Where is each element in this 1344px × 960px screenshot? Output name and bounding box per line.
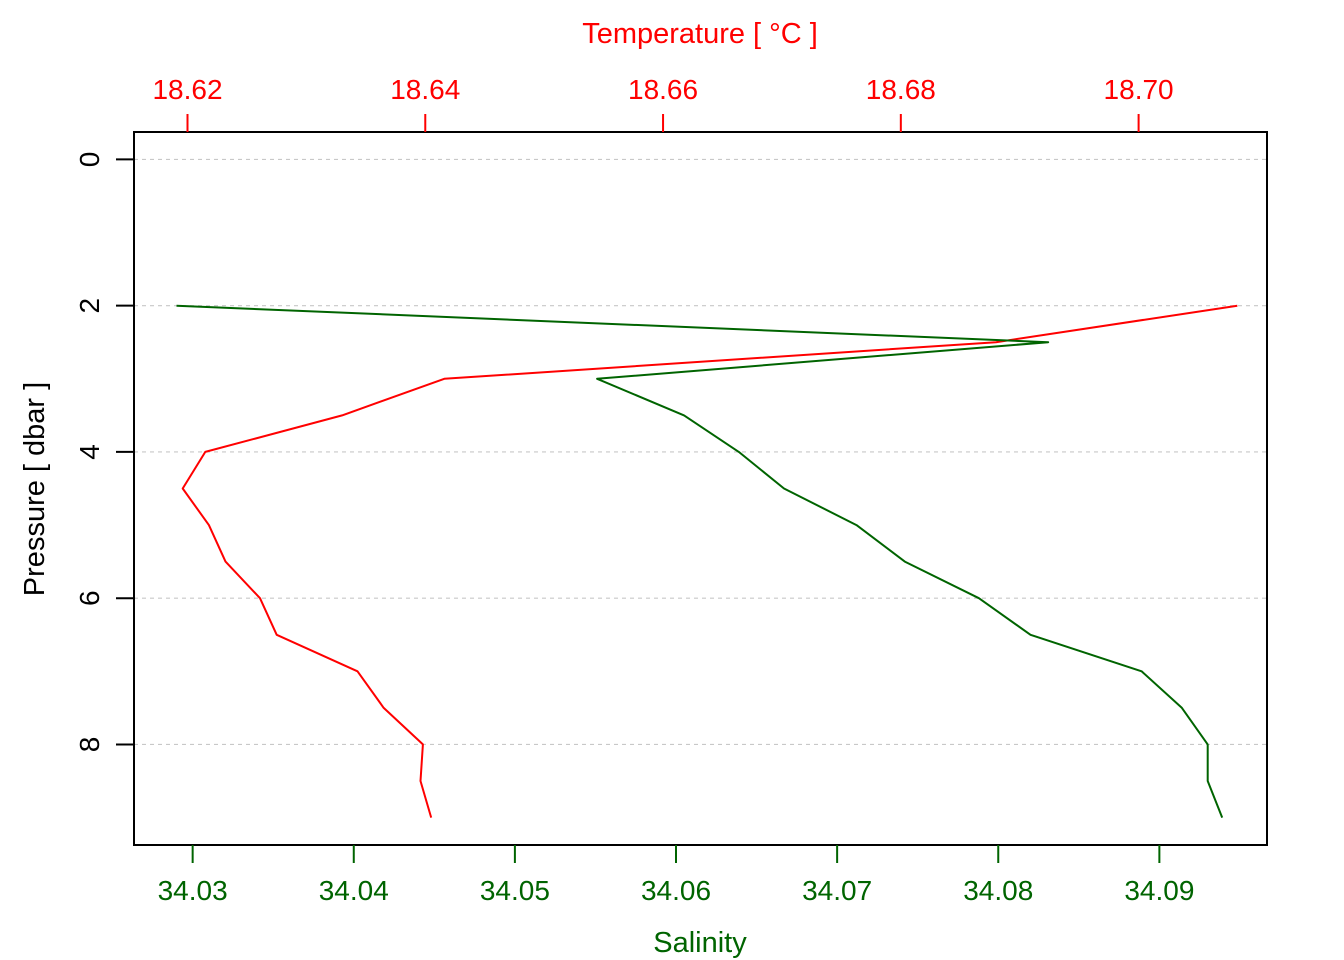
temperature-tick-label: 18.68 (866, 74, 936, 105)
temperature-tick-label: 18.62 (152, 74, 222, 105)
series-lines (176, 304, 1238, 818)
grid-lines (134, 158, 1267, 746)
temperature-profile-line (181, 304, 1238, 818)
temperature-tick-label: 18.64 (390, 74, 460, 105)
pressure-tick-label: 6 (74, 590, 105, 606)
pressure-tick-label: 8 (74, 737, 105, 753)
temperature-axis-title: Temperature [ °C ] (582, 18, 818, 50)
pressure-tick-label: 0 (74, 152, 105, 168)
salinity-tick-label: 34.04 (319, 875, 389, 906)
salinity-tick-label: 34.07 (802, 875, 872, 906)
salinity-tick-label: 34.09 (1124, 875, 1194, 906)
salinity-tick-label: 34.08 (963, 875, 1033, 906)
salinity-tick-label: 34.06 (641, 875, 711, 906)
temperature-tick-label: 18.66 (628, 74, 698, 105)
salinity-tick-label: 34.03 (158, 875, 228, 906)
salinity-axis-title: Salinity (653, 927, 747, 959)
plot-frame (133, 131, 1268, 846)
temperature-tick-label: 18.70 (1104, 74, 1174, 105)
pressure-axis: 0 2 4 6 8 (74, 152, 134, 753)
salinity-profile-line (176, 304, 1224, 818)
salinity-tick-label: 34.05 (480, 875, 550, 906)
pressure-tick-label: 2 (74, 298, 105, 314)
temperature-axis: 18.62 18.64 18.66 18.68 18.70 (152, 74, 1174, 132)
pressure-tick-label: 4 (74, 444, 105, 460)
salinity-axis: 34.03 34.04 34.05 34.06 34.07 34.08 34.09 (158, 845, 1194, 906)
pressure-axis-title: Pressure [ dbar ] (19, 382, 51, 596)
